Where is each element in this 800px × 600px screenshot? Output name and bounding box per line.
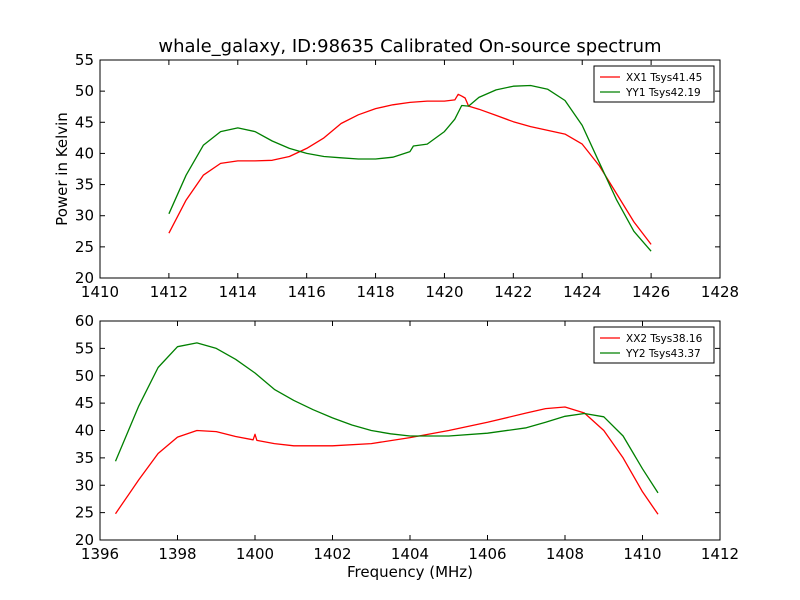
bottom-x-tick-label: 1408	[546, 545, 584, 563]
top-series-line-1	[168, 93, 652, 245]
bottom-y-tick-label: 20	[75, 531, 94, 549]
top-x-tick-label: 1420	[425, 283, 463, 301]
bottom-x-axis-title: Frequency (MHz)	[347, 563, 473, 581]
bottom-y-tick-label: 60	[75, 312, 94, 330]
bottom-axes-frame	[99, 320, 721, 541]
bottom-series-line-2	[114, 342, 659, 494]
top-legend-label-1: XX1 Tsys41.45	[626, 72, 702, 84]
bottom-x-tick-label: 1406	[468, 545, 506, 563]
bottom-y-tick-label: 25	[75, 504, 94, 522]
bottom-y-tick-label: 45	[75, 394, 94, 412]
bottom-y-tick-label: 50	[75, 367, 94, 385]
bottom-x-tick-label: 1400	[236, 545, 274, 563]
top-x-tick-label: 1416	[288, 283, 326, 301]
top-y-tick-label: 25	[75, 238, 94, 256]
top-y-tick-label: 20	[75, 269, 94, 287]
top-x-tick-label: 1414	[219, 283, 257, 301]
bottom-x-tick-label: 1410	[623, 545, 661, 563]
bottom-legend-label-2: YY2 Tsys43.37	[625, 348, 701, 360]
top-y-tick-label: 40	[75, 144, 94, 162]
top-y-tick-label: 30	[75, 207, 94, 225]
bottom-legend-box	[593, 326, 715, 364]
top-series-line-2	[168, 84, 652, 252]
top-axes-frame	[99, 59, 721, 279]
bottom-x-tick-label: 1412	[701, 545, 739, 563]
top-y-tick-label: 45	[75, 113, 94, 131]
top-x-tick-label: 1428	[701, 283, 739, 301]
top-x-tick-label: 1410	[81, 283, 119, 301]
bottom-y-tick-label: 30	[75, 476, 94, 494]
top-x-tick-label: 1418	[356, 283, 394, 301]
bottom-legend-label-1: XX2 Tsys38.16	[626, 333, 703, 345]
top-legend-label-2: YY1 Tsys42.19	[625, 87, 701, 99]
bottom-x-tick-label: 1396	[81, 545, 119, 563]
top-x-tick-label: 1424	[563, 283, 601, 301]
top-legend: XX1 Tsys41.45 YY1 Tsys42.19	[593, 65, 715, 103]
top-y-axis-title: Power in Kelvin	[53, 112, 71, 226]
bottom-x-tick-label: 1402	[313, 545, 351, 563]
bottom-x-tick-label: 1404	[391, 545, 429, 563]
top-y-tick-label: 50	[75, 82, 94, 100]
spectrum-panel-bottom: 1396 1398 1400 1402 1404 1406 1408 1410 1412 20 25…	[75, 312, 739, 581]
bottom-y-tick-label: 55	[75, 339, 94, 357]
top-x-tick-label: 1412	[150, 283, 188, 301]
spectrum-panel-top: 1410 1412 1414 1416 1418 1420 1422 1424 1426 1428…	[53, 51, 739, 301]
top-x-tick-label: 1422	[494, 283, 532, 301]
bottom-legend: XX2 Tsys38.16 YY2 Tsys43.37	[593, 326, 715, 364]
bottom-y-tick-label: 40	[75, 422, 94, 440]
figure-title: whale_galaxy, ID:98635 Calibrated On-sou…	[158, 36, 661, 57]
top-y-tick-label: 55	[75, 51, 94, 69]
top-legend-box	[593, 65, 715, 103]
top-x-tick-label: 1426	[632, 283, 670, 301]
bottom-x-tick-label: 1398	[158, 545, 196, 563]
top-y-tick-label: 35	[75, 176, 94, 194]
bottom-y-tick-label: 35	[75, 449, 94, 467]
